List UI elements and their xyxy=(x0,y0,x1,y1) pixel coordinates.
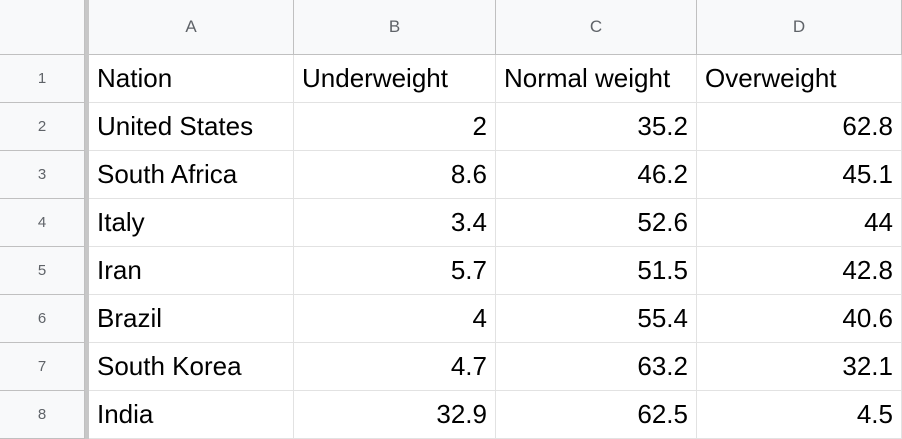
cell-a6[interactable]: Brazil xyxy=(89,295,294,343)
column-header-a[interactable]: A xyxy=(89,0,294,55)
cell-b6[interactable]: 4 xyxy=(294,295,496,343)
row-header-4[interactable]: 4 xyxy=(0,199,85,247)
cell-c3[interactable]: 46.2 xyxy=(496,151,697,199)
row-header-6[interactable]: 6 xyxy=(0,295,85,343)
column-header-b[interactable]: B xyxy=(294,0,496,55)
row-header-3[interactable]: 3 xyxy=(0,151,85,199)
cell-d6[interactable]: 40.6 xyxy=(697,295,902,343)
cell-a2[interactable]: United States xyxy=(89,103,294,151)
cell-a4[interactable]: Italy xyxy=(89,199,294,247)
column-header-d[interactable]: D xyxy=(697,0,902,55)
cell-d8[interactable]: 4.5 xyxy=(697,391,902,439)
cell-b2[interactable]: 2 xyxy=(294,103,496,151)
cell-c8[interactable]: 62.5 xyxy=(496,391,697,439)
select-all-corner[interactable] xyxy=(0,0,85,55)
cell-a5[interactable]: Iran xyxy=(89,247,294,295)
cell-b1[interactable]: Underweight xyxy=(294,55,496,103)
row-header-2[interactable]: 2 xyxy=(0,103,85,151)
cell-b4[interactable]: 3.4 xyxy=(294,199,496,247)
cell-c2[interactable]: 35.2 xyxy=(496,103,697,151)
cell-c4[interactable]: 52.6 xyxy=(496,199,697,247)
cell-c7[interactable]: 63.2 xyxy=(496,343,697,391)
cell-b7[interactable]: 4.7 xyxy=(294,343,496,391)
cell-c1[interactable]: Normal weight xyxy=(496,55,697,103)
row-header-7[interactable]: 7 xyxy=(0,343,85,391)
cell-b8[interactable]: 32.9 xyxy=(294,391,496,439)
column-header-c[interactable]: C xyxy=(496,0,697,55)
cell-b3[interactable]: 8.6 xyxy=(294,151,496,199)
cell-d1[interactable]: Overweight xyxy=(697,55,902,103)
cell-c6[interactable]: 55.4 xyxy=(496,295,697,343)
row-header-5[interactable]: 5 xyxy=(0,247,85,295)
cell-a8[interactable]: India xyxy=(89,391,294,439)
cell-a7[interactable]: South Korea xyxy=(89,343,294,391)
frozen-column-divider[interactable] xyxy=(85,0,89,439)
cell-d2[interactable]: 62.8 xyxy=(697,103,902,151)
cell-d5[interactable]: 42.8 xyxy=(697,247,902,295)
cell-d7[interactable]: 32.1 xyxy=(697,343,902,391)
cell-b5[interactable]: 5.7 xyxy=(294,247,496,295)
cell-d4[interactable]: 44 xyxy=(697,199,902,247)
cell-d3[interactable]: 45.1 xyxy=(697,151,902,199)
cell-a3[interactable]: South Africa xyxy=(89,151,294,199)
row-header-8[interactable]: 8 xyxy=(0,391,85,439)
row-header-1[interactable]: 1 xyxy=(0,55,85,103)
cell-a1[interactable]: Nation xyxy=(89,55,294,103)
cell-c5[interactable]: 51.5 xyxy=(496,247,697,295)
